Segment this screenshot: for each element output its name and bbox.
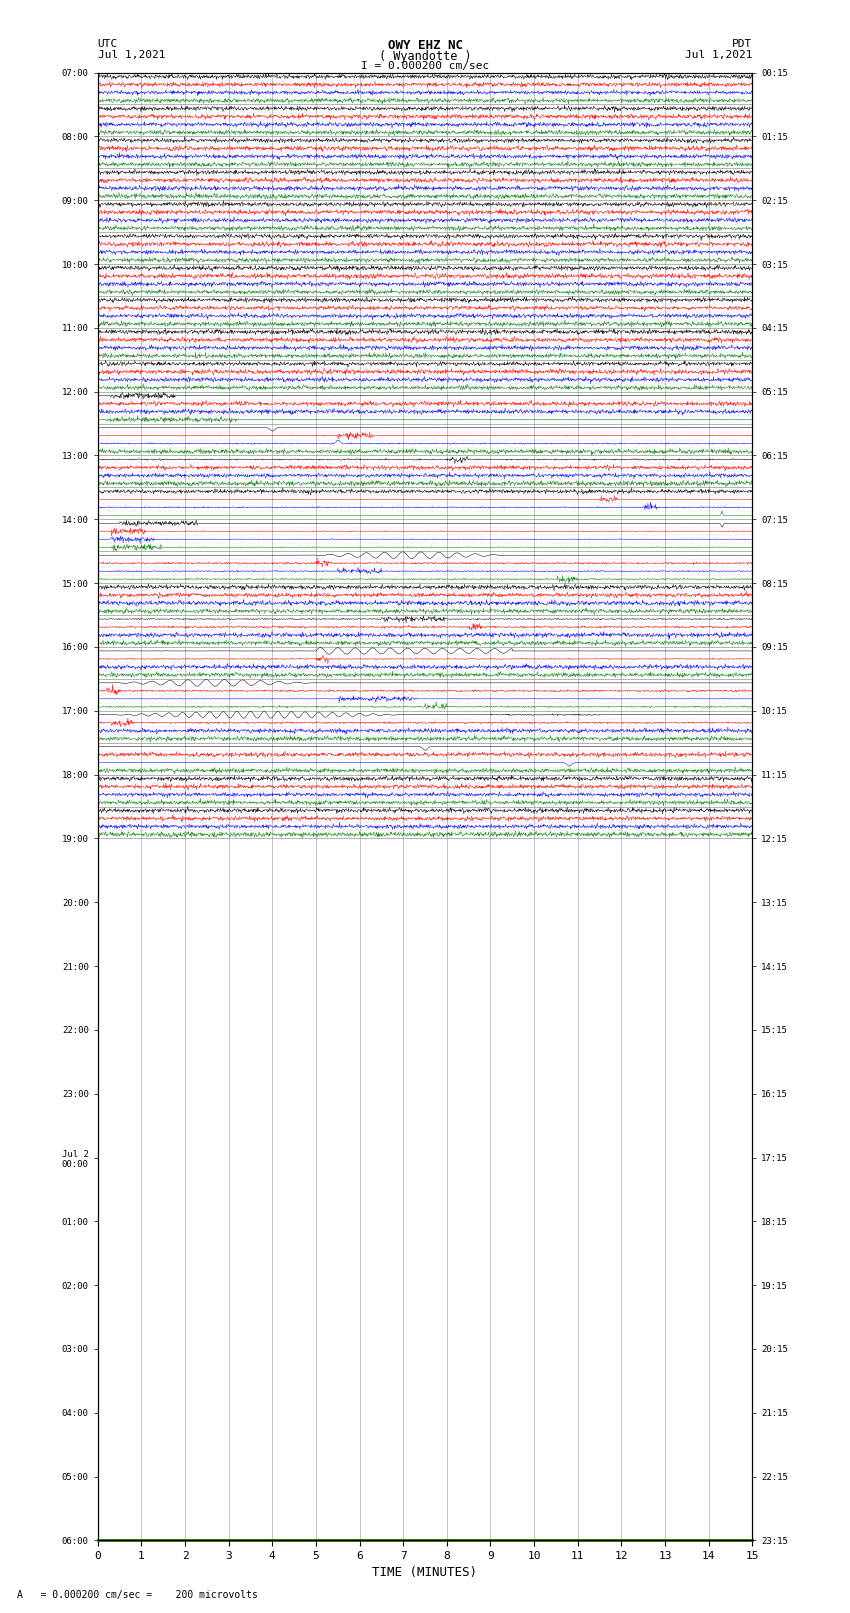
Text: Jul 1,2021: Jul 1,2021 bbox=[685, 50, 752, 60]
Text: ( Wyandotte ): ( Wyandotte ) bbox=[379, 50, 471, 63]
Text: Jul 1,2021: Jul 1,2021 bbox=[98, 50, 165, 60]
Text: PDT: PDT bbox=[732, 39, 752, 48]
Text: UTC: UTC bbox=[98, 39, 118, 48]
X-axis label: TIME (MINUTES): TIME (MINUTES) bbox=[372, 1566, 478, 1579]
Text: A   = 0.000200 cm/sec =    200 microvolts: A = 0.000200 cm/sec = 200 microvolts bbox=[17, 1590, 258, 1600]
Text: I = 0.000200 cm/sec: I = 0.000200 cm/sec bbox=[361, 61, 489, 71]
Text: OWY EHZ NC: OWY EHZ NC bbox=[388, 39, 462, 52]
